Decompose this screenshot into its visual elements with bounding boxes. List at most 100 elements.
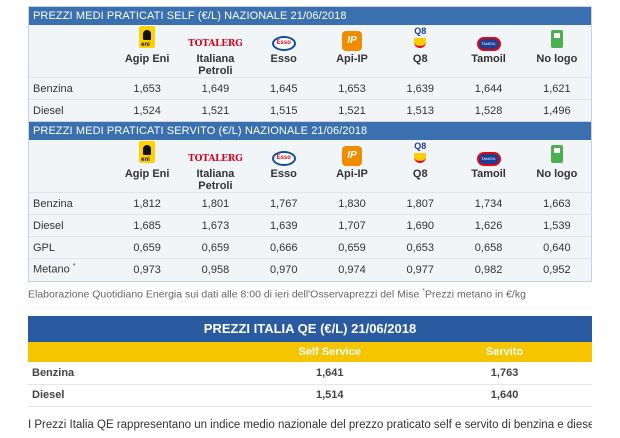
price-cell: 0,653 (386, 236, 455, 259)
price-cell: 1,621 (522, 77, 591, 100)
row-label: GPL (29, 236, 113, 259)
price-cell: 1,515 (249, 99, 318, 122)
price-cell: 0,977 (386, 258, 455, 281)
price-cell: 1,644 (454, 77, 523, 100)
row-label: Benzina (29, 192, 113, 215)
price-cell: 1,663 (522, 192, 591, 215)
price-cell: 1,514 (242, 384, 418, 407)
source-footnote: Elaborazione Quotidiano Energia sui dati… (28, 288, 526, 301)
price-cell: 0,659 (181, 236, 250, 259)
price-cell: 1,707 (317, 214, 387, 237)
brand-name: Tamoil (471, 168, 506, 180)
price-cell: 1,653 (113, 77, 182, 100)
fuel-pump-icon (550, 30, 563, 48)
servito-prices-table: eni TOTALERG Esso IP Q8 TAMOIL Agip Eni … (29, 140, 591, 281)
self-prices-table: eni TOTALERG Esso IP Q8 TAMOIL Agip Eni … (29, 25, 591, 122)
row-label: Benzina (28, 362, 243, 385)
price-cell: 0,659 (113, 236, 182, 259)
price-cell: 0,666 (249, 236, 318, 259)
price-cell: 1,690 (386, 214, 455, 237)
price-cell: 1,830 (317, 192, 387, 215)
brand-name: Api-IP (336, 168, 368, 180)
brand-name: Agip Eni (124, 168, 170, 180)
price-cell: 1,626 (454, 214, 523, 237)
row-label: Diesel (28, 384, 243, 407)
price-cell: 1,528 (454, 99, 523, 122)
qe-note: I Prezzi Italia QE rappresentano un indi… (28, 418, 592, 431)
price-cell: 1,539 (522, 214, 591, 237)
fuel-pump-icon (550, 145, 563, 163)
price-cell: 1,812 (113, 192, 182, 215)
table-row: Benzina 1,653 1,649 1,645 1,653 1,639 1,… (29, 77, 591, 100)
price-cell: 0,640 (522, 236, 591, 259)
row-label: Diesel (29, 99, 113, 122)
self-prices-title: PREZZI MEDI PRATICATI SELF (€/L) NAZIONA… (29, 7, 591, 25)
brand-name: Italiana Petroli (196, 168, 235, 192)
eni-logo: eni (139, 26, 156, 48)
price-cell: 0,982 (454, 258, 523, 281)
brand-name: Tamoil (471, 53, 506, 65)
footnote-marker: * (422, 288, 425, 295)
price-cell: 1,496 (522, 99, 591, 122)
price-cell: 1,645 (249, 77, 318, 100)
price-cell: 1,734 (454, 192, 523, 215)
price-cell: 1,801 (181, 192, 250, 215)
table-row: Diesel 1,514 1,640 (28, 384, 592, 407)
tamoil-logo: TAMOIL (476, 37, 501, 51)
brand-name: Agip Eni (124, 53, 170, 65)
eni-logo: eni (139, 141, 156, 163)
price-cell: 0,974 (317, 258, 387, 281)
qe-prices-table: Self Service Servito Benzina 1,641 1,763… (28, 342, 592, 407)
brand-name: Q8 (412, 168, 428, 180)
self-prices-panel: PREZZI MEDI PRATICATI SELF (€/L) NAZIONA… (28, 6, 592, 123)
brand-name: Api-IP (336, 53, 368, 65)
ip-logo: IP (341, 31, 362, 51)
price-cell: 0,952 (522, 258, 591, 281)
price-cell: 1,521 (317, 99, 387, 122)
servito-prices-panel: PREZZI MEDI PRATICATI SERVITO (€/L) NAZI… (28, 121, 592, 282)
price-cell: 1,767 (249, 192, 318, 215)
brand-name: Italiana Petroli (196, 53, 235, 77)
price-cell: 1,641 (242, 362, 418, 385)
price-cell: 1,521 (181, 99, 250, 122)
price-cell: 0,973 (113, 258, 182, 281)
row-label: Benzina (29, 77, 113, 100)
price-cell: 1,653 (317, 77, 387, 100)
totalerg-logo: TOTALERG (188, 154, 243, 164)
price-cell: 1,763 (417, 362, 592, 385)
qe-prices-section: PREZZI ITALIA QE (€/L) 21/06/2018 Self S… (28, 316, 592, 431)
price-cell: 1,639 (249, 214, 318, 237)
price-cell: 1,640 (417, 384, 592, 407)
brand-name: Esso (270, 168, 297, 180)
price-cell: 0,970 (249, 258, 318, 281)
esso-logo: Esso (271, 36, 296, 51)
price-cell: 0,659 (317, 236, 387, 259)
footnote-marker: * (72, 263, 76, 271)
price-cell: 1,649 (181, 77, 250, 100)
price-cell: 1,673 (181, 214, 250, 237)
servito-prices-title: PREZZI MEDI PRATICATI SERVITO (€/L) NAZI… (29, 122, 591, 140)
row-label: Metano * (29, 258, 113, 281)
price-cell: 1,639 (386, 77, 455, 100)
qe-col-servito: Servito (417, 342, 592, 362)
ip-logo: IP (341, 146, 362, 166)
qe-col-self: Self Service (242, 342, 418, 362)
table-row: GPL 0,659 0,659 0,666 0,659 0,653 0,658 … (29, 236, 591, 259)
qe-prices-title: PREZZI ITALIA QE (€/L) 21/06/2018 (28, 316, 592, 342)
table-row: Benzina 1,641 1,763 (28, 362, 592, 385)
table-row: Diesel 1,685 1,673 1,639 1,707 1,690 1,6… (29, 214, 591, 237)
price-cell: 1,513 (386, 99, 455, 122)
tamoil-logo: TAMOIL (476, 152, 501, 166)
brand-name: Esso (270, 53, 297, 65)
table-row: Metano * 0,973 0,958 0,970 0,974 0,977 0… (29, 258, 591, 281)
totalerg-logo: TOTALERG (188, 39, 243, 49)
price-cell: 1,524 (113, 99, 182, 122)
price-cell: 0,958 (181, 258, 250, 281)
brand-name: Q8 (412, 53, 428, 65)
price-cell: 0,658 (454, 236, 523, 259)
table-row: Diesel 1,524 1,521 1,515 1,521 1,513 1,5… (29, 99, 591, 122)
brand-name: No logo (536, 168, 578, 180)
price-cell: 1,685 (113, 214, 182, 237)
row-label: Diesel (29, 214, 113, 237)
q8-logo: Q8 (412, 26, 428, 48)
